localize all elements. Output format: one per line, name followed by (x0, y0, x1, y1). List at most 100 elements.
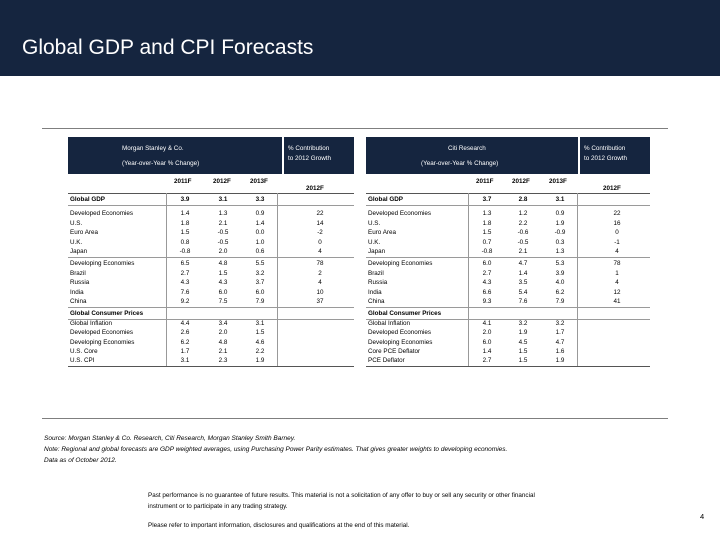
row-label: Euro Area (368, 229, 397, 237)
row-contribution: 4 (615, 248, 619, 255)
row-label: Brazil (368, 269, 384, 277)
column-divider (577, 193, 578, 367)
row-value: 2.2 (518, 219, 528, 227)
row-value: 0.0 (255, 229, 265, 237)
table-row: Japan -0.8 2.1 1.3 4 (366, 247, 650, 256)
row-label: Japan (368, 248, 386, 255)
disclaimer-line: instrument or to participate in any trad… (148, 503, 288, 510)
row-label: Russia (70, 279, 90, 287)
table-row: Global GDP 3.7 2.8 3.1 (366, 195, 650, 204)
row-value: -0.8 (179, 248, 191, 255)
row-value: 4.0 (555, 279, 565, 287)
row-separator (68, 319, 354, 321)
row-value: 3.9 (180, 196, 190, 203)
row-value: 1.2 (518, 210, 528, 218)
row-value: 1.3 (555, 248, 565, 255)
row-label: Developing Economies (368, 338, 433, 346)
row-contribution: 0 (615, 229, 619, 237)
row-label: U.S. CPI (70, 357, 95, 365)
row-value: 1.9 (518, 329, 528, 337)
table-row: China 9.2 7.5 7.9 37 (68, 297, 354, 306)
row-value: 1.6 (555, 348, 565, 355)
row-value: 3.2 (518, 319, 528, 327)
row-value: 1.7 (555, 329, 565, 337)
row-value: 1.8 (482, 219, 492, 227)
row-separator (366, 307, 650, 308)
row-value: 6.6 (482, 288, 492, 296)
row-contribution: 37 (316, 298, 324, 305)
header-rule (68, 193, 354, 194)
row-label: Developing Economies (70, 338, 135, 346)
row-separator (366, 257, 650, 258)
row-value: 4.6 (255, 338, 265, 346)
row-value: 3.2 (555, 319, 565, 327)
row-value: 2.7 (482, 357, 492, 365)
table-row: Developing Economies 6.0 4.7 5.3 78 (366, 259, 650, 268)
row-value: 3.9 (555, 269, 565, 277)
row-value: 2.3 (218, 357, 228, 365)
row-contribution: 1 (615, 269, 619, 277)
row-value: -0.5 (217, 238, 229, 246)
page-number: 4 (700, 512, 705, 521)
row-value: 2.7 (180, 269, 190, 277)
contrib-header-line1: % Contribution (584, 145, 626, 152)
row-contribution: 41 (613, 298, 621, 305)
row-contribution: 4 (318, 248, 322, 255)
row-value: 2.6 (180, 329, 190, 337)
table-header: Morgan Stanley & Co. (Year-over-Year % C… (68, 137, 282, 174)
table-row: U.S. CPI 3.1 2.3 1.9 (68, 356, 354, 365)
row-label: Developed Economies (70, 210, 134, 218)
table-row: Global Consumer Prices (68, 309, 354, 318)
row-value: 1.4 (482, 348, 492, 355)
row-label: U.S. Core (70, 348, 98, 355)
row-value: 3.1 (555, 196, 565, 203)
table-row: Euro Area 1.5 -0.5 0.0 -2 (68, 228, 354, 237)
table-row: Developed Economies 2.6 2.0 1.5 (68, 328, 354, 337)
row-separator (366, 319, 650, 321)
row-label: Global Inflation (70, 319, 113, 327)
table-row: U.S. Core 1.7 2.1 2.2 (68, 347, 354, 356)
header-title: Citi Research (448, 145, 486, 152)
year-header: 2011F (174, 178, 192, 185)
table-row: U.K. 0.8 -0.5 1.0 0 (68, 238, 354, 247)
row-value: 1.4 (180, 210, 190, 218)
row-value: 7.9 (255, 298, 265, 305)
table-row: Brazil 2.7 1.5 3.2 2 (68, 269, 354, 278)
row-label: Developing Economies (70, 260, 135, 268)
row-value: 3.2 (255, 269, 265, 277)
row-value: 1.5 (255, 329, 265, 337)
row-value: 1.3 (482, 210, 492, 218)
row-label: Brazil (70, 269, 86, 277)
row-value: 6.2 (555, 288, 565, 296)
row-value: 3.7 (482, 196, 492, 203)
row-value: 5.5 (255, 260, 265, 268)
row-label: Global GDP (70, 196, 105, 203)
row-value: 1.9 (555, 357, 565, 365)
row-value: 2.0 (218, 248, 228, 255)
column-divider (277, 193, 278, 367)
row-value: 1.5 (218, 269, 228, 277)
row-value: 2.1 (518, 248, 528, 255)
contrib-header-line2: to 2012 Growth (584, 155, 628, 162)
row-label: India (70, 288, 84, 296)
row-value: 3.1 (218, 196, 228, 203)
row-value: 1.5 (518, 357, 528, 365)
row-value: 1.9 (255, 357, 265, 365)
row-contribution: 22 (613, 210, 621, 218)
row-separator (68, 205, 354, 206)
title-bar: Global GDP and CPI Forecasts (0, 0, 720, 76)
row-value: 4.8 (218, 338, 228, 346)
table-row: U.K. 0.7 -0.5 0.3 -1 (366, 238, 650, 247)
row-value: 6.0 (482, 338, 492, 346)
row-value: 2.1 (218, 348, 228, 355)
row-value: 6.0 (218, 288, 228, 296)
row-contribution: 12 (613, 288, 621, 296)
column-divider (166, 193, 167, 367)
table-row: Developing Economies 6.5 4.8 5.5 78 (68, 259, 354, 268)
header-subtitle: (Year-over-Year % Change) (122, 160, 200, 167)
row-label: Global Consumer Prices (70, 310, 144, 318)
row-value: 4.5 (518, 338, 528, 346)
row-separator (366, 205, 650, 206)
table-row: Global Consumer Prices (366, 309, 650, 318)
row-contribution: 4 (318, 279, 322, 287)
